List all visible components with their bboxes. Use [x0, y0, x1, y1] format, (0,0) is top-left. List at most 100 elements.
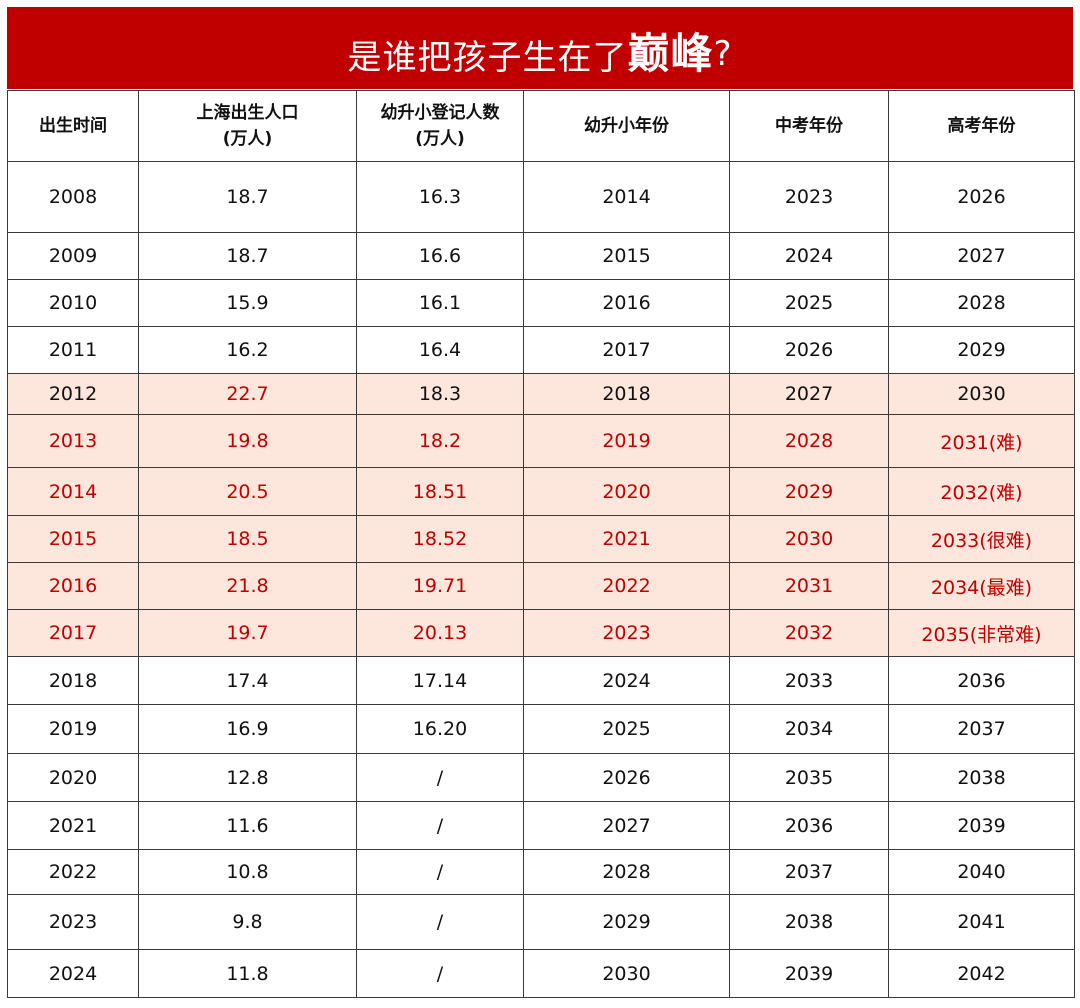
- table-row: 2016 21.8 19.71 2022 2031 2034(最难): [7, 562, 1075, 610]
- table-row: 2022 10.8/2028 2037 2040: [7, 849, 1075, 895]
- cell-primary-entry-year: 2027: [523, 801, 730, 850]
- cell-births: 11.6: [138, 801, 357, 850]
- cell-births: 18.7: [138, 161, 357, 233]
- cell-birth-year: 2018: [7, 656, 139, 705]
- cell-birth-year: 2009: [7, 232, 139, 280]
- cell-enrollment: 18.2: [356, 414, 524, 468]
- cell-birth-year: 2008: [7, 161, 139, 233]
- header-line: 中考年份: [775, 115, 843, 136]
- cell-zhongkao-year: 2035: [729, 753, 889, 802]
- title-emphasis: 巅峰: [627, 28, 714, 78]
- cell-birth-year: 2024: [7, 949, 139, 998]
- cell-births: 22.7: [138, 373, 357, 415]
- table-row: 2019 16.9 16.20 2025 2034 2037: [7, 704, 1075, 754]
- table-row: 2018 17.4 17.14 2024 2033 2036: [7, 656, 1075, 705]
- cell-primary-entry-year: 2024: [523, 656, 730, 705]
- cell-zhongkao-year: 2030: [729, 515, 889, 563]
- cell-births: 16.2: [138, 326, 357, 374]
- cell-gaokao-year: 2031(难): [888, 414, 1075, 468]
- cell-primary-entry-year: 2026: [523, 753, 730, 802]
- table-row: 2012 22.7 18.3 2018 2027 2030: [7, 373, 1075, 415]
- header-line: 上海出生人口: [196, 102, 299, 123]
- table-row: 2024 11.8/2030 2039 2042: [7, 949, 1075, 998]
- cell-primary-entry-year: 2029: [523, 894, 730, 950]
- cell-births: 21.8: [138, 562, 357, 610]
- table-row: 2010 15.9 16.1 2016 2025 2028: [7, 279, 1075, 327]
- cell-enrollment: 16.1: [356, 279, 524, 327]
- cell-zhongkao-year: 2036: [729, 801, 889, 850]
- cell-zhongkao-year: 2038: [729, 894, 889, 950]
- table-row: 2009 18.7 16.6 2015 2024 2027: [7, 232, 1075, 280]
- title-text: 是谁把孩子生在了: [347, 37, 628, 78]
- cell-birth-year: 2010: [7, 279, 139, 327]
- cell-primary-entry-year: 2017: [523, 326, 730, 374]
- header-birth-year: 出生时间: [7, 90, 139, 162]
- table-row: 2020 12.8/2026 2035 2038: [7, 753, 1075, 802]
- header-gaokao-year: 高考年份: [888, 90, 1075, 162]
- table-row: 2023 9.8/2029 2038 2041: [7, 894, 1075, 950]
- cell-enrollment: /: [356, 801, 524, 850]
- cell-enrollment: 16.6: [356, 232, 524, 280]
- cell-zhongkao-year: 2023: [729, 161, 889, 233]
- table-row: 2008 18.7 16.3 2014 2023 2026: [7, 161, 1075, 233]
- cell-births: 20.5: [138, 467, 357, 516]
- cell-zhongkao-year: 2034: [729, 704, 889, 754]
- cell-births: 16.9: [138, 704, 357, 754]
- header-line: 高考年份: [947, 115, 1016, 136]
- cell-birth-year: 2016: [7, 562, 139, 610]
- cell-birth-year: 2020: [7, 753, 139, 802]
- cell-enrollment: /: [356, 753, 524, 802]
- cell-enrollment: 16.4: [356, 326, 524, 374]
- cell-gaokao-year: 2039: [888, 801, 1075, 850]
- cell-zhongkao-year: 2031: [729, 562, 889, 610]
- cell-zhongkao-year: 2028: [729, 414, 889, 468]
- cell-primary-entry-year: 2023: [523, 609, 730, 657]
- cell-births: 9.8: [138, 894, 357, 950]
- cell-gaokao-year: 2033(很难): [888, 515, 1075, 563]
- cell-enrollment: /: [356, 949, 524, 998]
- cell-primary-entry-year: 2015: [523, 232, 730, 280]
- cell-birth-year: 2023: [7, 894, 139, 950]
- cell-primary-entry-year: 2019: [523, 414, 730, 468]
- cell-zhongkao-year: 2026: [729, 326, 889, 374]
- header-enrollment: 幼升小登记人数 (万人): [356, 90, 524, 162]
- population-table: 出生时间 上海出生人口 (万人) 幼升小登记人数 (万人) 幼升小年份 中考年份 高考年份 2…: [7, 90, 1075, 998]
- cell-gaokao-year: 2037: [888, 704, 1075, 754]
- cell-gaokao-year: 2026: [888, 161, 1075, 233]
- cell-births: 19.8: [138, 414, 357, 468]
- cell-births: 18.7: [138, 232, 357, 280]
- table-row: 2011 16.2 16.4 2017 2026 2029: [7, 326, 1075, 374]
- cell-zhongkao-year: 2033: [729, 656, 889, 705]
- cell-gaokao-year: 2027: [888, 232, 1075, 280]
- cell-gaokao-year: 2036: [888, 656, 1075, 705]
- cell-primary-entry-year: 2014: [523, 161, 730, 233]
- cell-births: 10.8: [138, 849, 357, 895]
- cell-enrollment: 18.51: [356, 467, 524, 516]
- table-row: 2017 19.7 20.13 2023 2032 2035(非常难): [7, 609, 1075, 657]
- header-births: 上海出生人口 (万人): [138, 90, 357, 162]
- cell-enrollment: 18.3: [356, 373, 524, 415]
- table-body: 2008 18.7 16.3 2014 2023 2026 2009 18.7 16.6 2015…: [7, 161, 1075, 998]
- title-question-mark: ?: [713, 34, 733, 74]
- header-line: 幼升小登记人数: [380, 102, 500, 123]
- cell-primary-entry-year: 2028: [523, 849, 730, 895]
- header-line: (万人): [415, 129, 465, 149]
- cell-enrollment: 16.20: [356, 704, 524, 754]
- cell-birth-year: 2022: [7, 849, 139, 895]
- cell-primary-entry-year: 2022: [523, 562, 730, 610]
- title-banner: 是谁把孩子生在了 巅峰?: [7, 7, 1073, 89]
- cell-enrollment: 20.13: [356, 609, 524, 657]
- cell-birth-year: 2012: [7, 373, 139, 415]
- cell-primary-entry-year: 2025: [523, 704, 730, 754]
- table-row: 2013 19.8 18.2 2019 2028 2031(难): [7, 414, 1075, 468]
- cell-birth-year: 2021: [7, 801, 139, 850]
- header-line: (万人): [222, 129, 273, 149]
- cell-primary-entry-year: 2021: [523, 515, 730, 563]
- cell-zhongkao-year: 2032: [729, 609, 889, 657]
- cell-primary-entry-year: 2030: [523, 949, 730, 998]
- header-line: 幼升小年份: [584, 115, 669, 136]
- cell-zhongkao-year: 2029: [729, 467, 889, 516]
- cell-gaokao-year: 2034(最难): [888, 562, 1075, 610]
- cell-enrollment: 19.71: [356, 562, 524, 610]
- cell-gaokao-year: 2032(难): [888, 467, 1075, 516]
